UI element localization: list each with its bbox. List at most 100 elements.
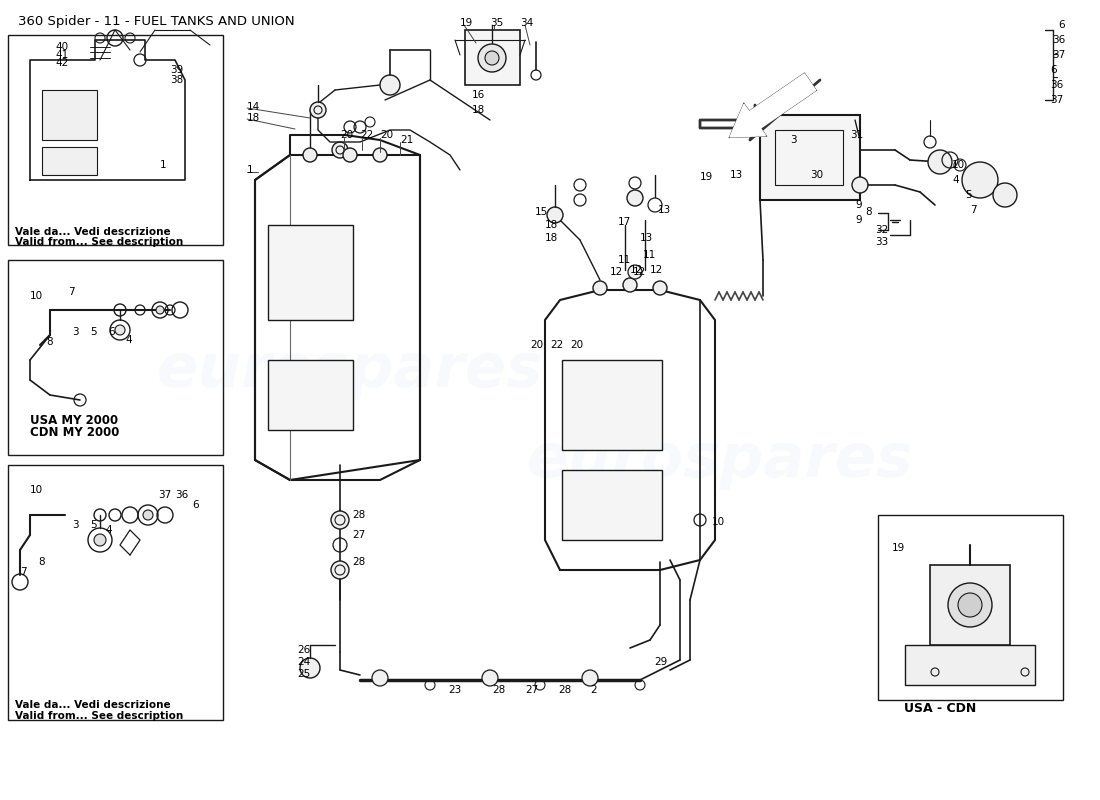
Text: 27: 27	[525, 685, 538, 695]
Circle shape	[582, 670, 598, 686]
Circle shape	[623, 278, 637, 292]
Text: Valid from... See description: Valid from... See description	[15, 237, 184, 247]
Bar	[268, 360, 353, 430]
Text: 37: 37	[158, 490, 172, 500]
Text: 36: 36	[1050, 80, 1064, 90]
Text: 9: 9	[855, 200, 861, 210]
Text: 13: 13	[658, 205, 671, 215]
Text: 13: 13	[730, 170, 744, 180]
Bar	[562, 470, 662, 540]
Text: Vale da... Vedi descrizione: Vale da... Vedi descrizione	[15, 227, 170, 237]
Text: 6: 6	[192, 500, 199, 510]
Text: 15: 15	[535, 207, 548, 217]
Circle shape	[373, 148, 387, 162]
Text: 37: 37	[1052, 50, 1065, 60]
Text: 10: 10	[30, 485, 43, 495]
Circle shape	[372, 670, 388, 686]
Text: 7: 7	[20, 567, 26, 577]
Text: 13: 13	[640, 233, 653, 243]
Circle shape	[993, 183, 1018, 207]
Circle shape	[94, 534, 106, 546]
Text: 6: 6	[108, 327, 114, 337]
Circle shape	[379, 75, 400, 95]
Text: 42: 42	[55, 58, 68, 68]
Text: 11: 11	[618, 255, 631, 265]
Text: 19: 19	[892, 543, 905, 553]
Text: 17: 17	[618, 217, 631, 227]
Text: 4: 4	[104, 525, 111, 535]
Text: 18: 18	[248, 113, 261, 123]
Circle shape	[302, 148, 317, 162]
Circle shape	[116, 325, 125, 335]
Text: 10: 10	[952, 160, 965, 170]
Text: 16: 16	[472, 90, 485, 100]
Text: 25: 25	[297, 669, 310, 679]
Text: 35: 35	[490, 18, 504, 28]
Text: 5: 5	[90, 327, 97, 337]
Text: 30: 30	[810, 170, 823, 180]
Text: 29: 29	[654, 657, 668, 667]
Text: 5: 5	[90, 520, 97, 530]
Text: 18: 18	[544, 220, 558, 230]
Text: 6: 6	[1050, 65, 1057, 75]
Text: 20: 20	[379, 130, 393, 140]
Circle shape	[958, 593, 982, 617]
Text: 14: 14	[248, 102, 261, 112]
Text: 10: 10	[30, 291, 43, 301]
Text: 28: 28	[558, 685, 571, 695]
Text: 33: 33	[874, 237, 889, 247]
Bar	[930, 565, 1010, 645]
Text: CDN MY 2000: CDN MY 2000	[30, 426, 120, 438]
Circle shape	[332, 142, 348, 158]
FancyArrow shape	[730, 74, 816, 137]
Circle shape	[300, 658, 320, 678]
Text: 360 Spider - 11 - FUEL TANKS AND UNION: 360 Spider - 11 - FUEL TANKS AND UNION	[18, 15, 295, 28]
Text: 6: 6	[1058, 20, 1065, 30]
Circle shape	[310, 102, 326, 118]
Text: 36: 36	[1052, 35, 1065, 45]
Text: 20: 20	[530, 340, 543, 350]
Circle shape	[593, 281, 607, 295]
Circle shape	[156, 306, 164, 314]
Text: 39: 39	[170, 65, 184, 75]
Bar	[268, 225, 353, 320]
Circle shape	[852, 177, 868, 193]
Text: Vale da... Vedi descrizione: Vale da... Vedi descrizione	[15, 700, 170, 710]
Circle shape	[331, 561, 349, 579]
Text: 20: 20	[340, 130, 353, 140]
FancyArrow shape	[730, 74, 816, 137]
Circle shape	[547, 207, 563, 223]
Bar	[878, 515, 1063, 700]
Text: 19: 19	[460, 18, 473, 28]
Text: 4: 4	[952, 175, 958, 185]
Circle shape	[628, 265, 642, 279]
Circle shape	[485, 51, 499, 65]
Text: 12: 12	[610, 267, 624, 277]
Bar	[8, 260, 223, 455]
Text: 19: 19	[700, 172, 713, 182]
Text: 18: 18	[544, 233, 558, 243]
Circle shape	[627, 190, 644, 206]
Text: 18: 18	[472, 105, 485, 115]
Bar	[562, 360, 662, 450]
Text: 1: 1	[160, 160, 166, 170]
Text: 8: 8	[865, 207, 871, 217]
Text: USA - CDN: USA - CDN	[904, 702, 976, 714]
Text: 31: 31	[850, 130, 864, 140]
Text: 3: 3	[790, 135, 796, 145]
Text: 8: 8	[46, 337, 53, 347]
Bar	[465, 30, 520, 85]
Text: eurospares: eurospares	[156, 341, 543, 399]
Circle shape	[343, 148, 358, 162]
Text: 24: 24	[297, 657, 310, 667]
Text: 3: 3	[72, 327, 78, 337]
Text: 40: 40	[55, 42, 68, 52]
Bar	[760, 115, 860, 200]
Text: Valid from... See description: Valid from... See description	[15, 711, 184, 721]
Bar	[776, 130, 843, 185]
Text: 1: 1	[248, 165, 254, 175]
Circle shape	[653, 281, 667, 295]
Circle shape	[331, 511, 349, 529]
Text: 9: 9	[855, 215, 861, 225]
Bar	[905, 645, 1035, 685]
